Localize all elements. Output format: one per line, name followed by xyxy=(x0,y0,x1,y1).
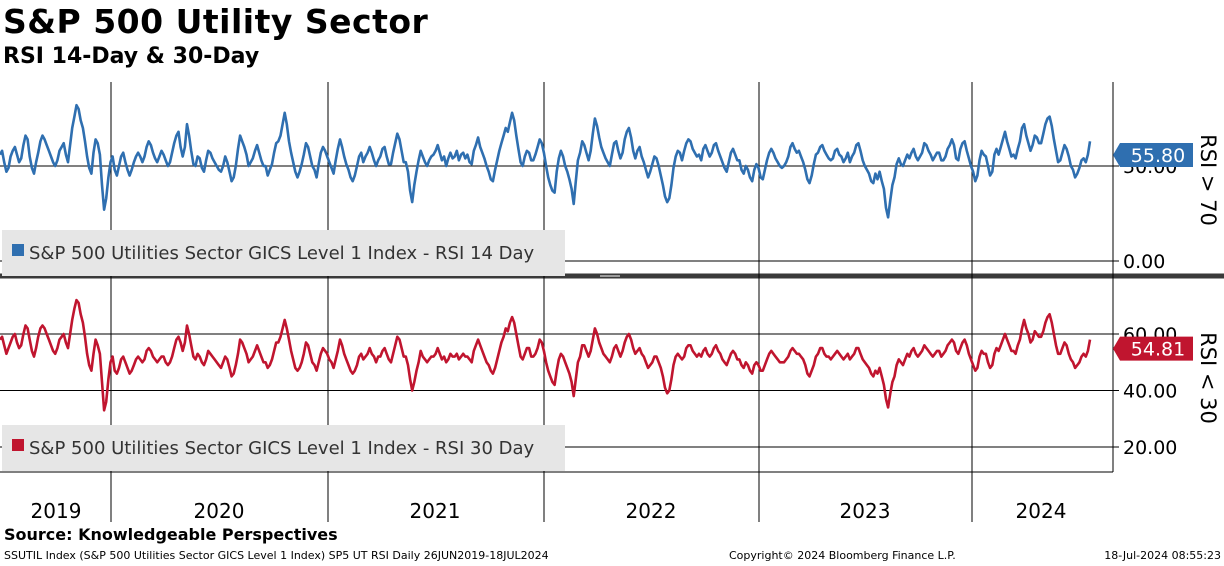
last-value-label: 54.81 xyxy=(1131,339,1185,361)
x-tick-label: 2021 xyxy=(410,499,461,523)
side-axis-label: RSI < 30 xyxy=(1196,332,1220,424)
legend-box xyxy=(2,425,565,471)
source-note: Source: Knowledgeable Perspectives xyxy=(4,525,338,544)
side-axis-label: RSI > 70 xyxy=(1196,134,1220,226)
footer-timestamp: 18-Jul-2024 08:55:23 xyxy=(1104,549,1221,562)
chart-subtitle: RSI 14-Day & 30-Day xyxy=(3,44,260,69)
x-tick-label: 2023 xyxy=(840,499,891,523)
rsi-30-line xyxy=(0,298,1092,412)
footer-copyright: Copyright© 2024 Bloomberg Finance L.P. xyxy=(729,549,956,562)
x-tick-label: 2019 xyxy=(31,499,82,523)
last-value-label: 55.80 xyxy=(1131,145,1185,167)
x-tick-label: 2024 xyxy=(1016,499,1067,523)
legend-label: S&P 500 Utilities Sector GICS Level 1 In… xyxy=(29,243,535,264)
x-tick-label: 2022 xyxy=(626,499,677,523)
legend-swatch xyxy=(12,439,24,451)
rsi-14-line xyxy=(0,103,1092,219)
y-tick-label: 20.00 xyxy=(1123,437,1177,459)
footer-index-info: SSUTIL Index (S&P 500 Utilities Sector G… xyxy=(4,549,549,562)
last-value-tag xyxy=(1113,336,1193,361)
legend-label: S&P 500 Utilities Sector GICS Level 1 In… xyxy=(29,438,535,459)
legend-box xyxy=(2,230,565,276)
x-tick-label: 2020 xyxy=(194,499,245,523)
last-value-tag xyxy=(1113,142,1193,167)
y-tick-label: 0.00 xyxy=(1123,251,1165,273)
legend-swatch xyxy=(12,244,24,256)
chart-title: S&P 500 Utility Sector xyxy=(3,2,429,41)
y-tick-label: 40.00 xyxy=(1123,381,1177,403)
